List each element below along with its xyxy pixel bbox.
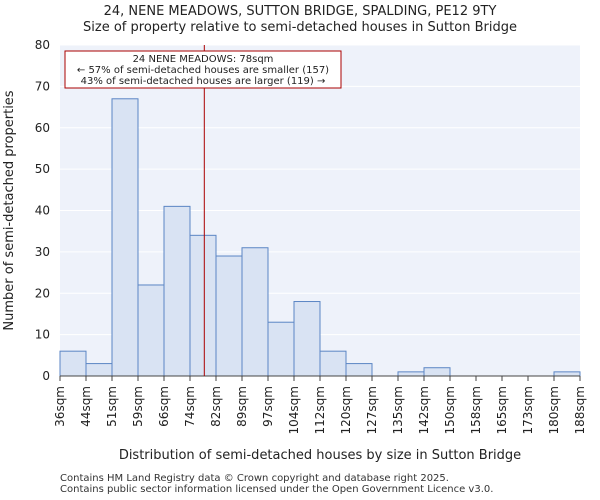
x-tick-label: 51sqm <box>105 386 119 427</box>
histogram-bar <box>137 284 165 377</box>
y-tick-label: 30 <box>35 245 50 259</box>
histogram-bar <box>319 350 347 377</box>
x-tick-label: 104sqm <box>287 386 301 434</box>
y-tick-label: 50 <box>35 162 50 176</box>
histogram-bar <box>553 371 581 377</box>
chart-title: 24, NENE MEADOWS, SUTTON BRIDGE, SPALDIN… <box>103 4 497 19</box>
histogram-chart: 0 10 20 30 40 50 60 70 80 36sqm 44sqm 51sqm 59sqm 66… <box>2 38 587 463</box>
y-axis-label: Number of semi-detached properties <box>2 90 17 330</box>
x-tick-label: 112sqm <box>313 386 327 434</box>
annotation-frame <box>64 50 342 89</box>
x-tick-label: 89sqm <box>235 386 249 427</box>
annotation-line-3: 43% of semi-detached houses are larger (… <box>81 76 326 87</box>
x-tick-label: 74sqm <box>183 386 197 427</box>
x-axis-ticks: 36sqm 44sqm 51sqm 59sqm 66sqm 74sqm 82sqm 89sqm… <box>53 376 587 434</box>
x-tick-label: 180sqm <box>547 386 561 434</box>
histogram-bar <box>59 350 87 377</box>
x-axis-label: Distribution of semi-detached houses by … <box>119 448 521 463</box>
histogram-bar <box>215 255 243 377</box>
x-tick-label: 165sqm <box>495 386 509 434</box>
bars <box>59 98 581 377</box>
x-tick-label: 150sqm <box>443 386 457 434</box>
x-tick-label: 44sqm <box>79 386 93 427</box>
annotation-line-1: 24 NENE MEADOWS: 78sqm <box>133 54 274 65</box>
histogram-bar <box>241 247 269 377</box>
y-tick-label: 40 <box>35 204 50 218</box>
x-tick-label: 127sqm <box>365 386 379 434</box>
y-tick-label: 70 <box>35 79 50 93</box>
y-tick-label: 20 <box>35 286 50 300</box>
y-tick-label: 60 <box>35 121 50 135</box>
x-tick-label: 59sqm <box>131 386 145 427</box>
y-tick-label: 0 <box>42 369 50 383</box>
histogram-bar <box>345 363 373 377</box>
histogram-bar <box>397 371 425 377</box>
x-tick-label: 36sqm <box>53 386 67 427</box>
histogram-bar <box>85 363 113 377</box>
histogram-bar <box>267 321 295 377</box>
x-tick-label: 142sqm <box>417 386 431 434</box>
y-tick-label: 10 <box>35 328 50 342</box>
footer-copyright: Contains HM Land Registry data © Crown c… <box>60 473 449 484</box>
histogram-bar <box>189 234 217 377</box>
x-tick-label: 66sqm <box>157 386 171 427</box>
x-tick-label: 82sqm <box>209 386 223 427</box>
y-axis-ticks: 0 10 20 30 40 50 60 70 80 <box>35 38 50 383</box>
x-tick-label: 135sqm <box>391 386 405 434</box>
x-tick-label: 188sqm <box>573 386 587 434</box>
histogram-bar <box>293 301 321 377</box>
histogram-bar <box>423 367 451 377</box>
histogram-bar <box>111 98 139 377</box>
annotation-box: 24 NENE MEADOWS: 78sqm ← 57% of semi-det… <box>64 50 342 89</box>
chart-subtitle: Size of property relative to semi-detach… <box>83 20 517 35</box>
histogram-bar <box>163 205 191 377</box>
x-tick-label: 120sqm <box>339 386 353 434</box>
annotation-line-2: ← 57% of semi-detached houses are smalle… <box>77 65 329 76</box>
x-tick-label: 97sqm <box>261 386 275 427</box>
x-tick-label: 158sqm <box>469 386 483 434</box>
x-tick-label: 173sqm <box>521 386 535 434</box>
footer-licence: Contains public sector information licen… <box>60 484 494 495</box>
y-tick-label: 80 <box>35 38 50 52</box>
